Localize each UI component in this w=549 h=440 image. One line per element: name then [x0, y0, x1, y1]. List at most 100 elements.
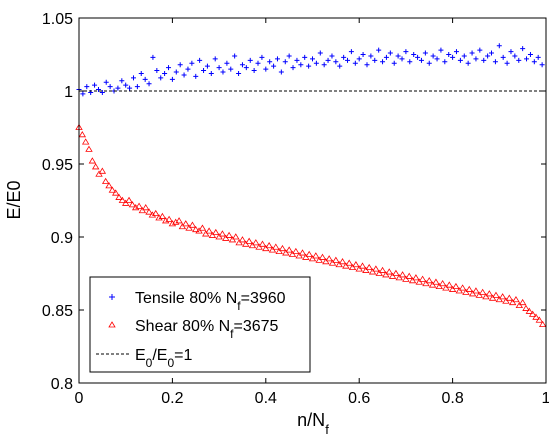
tensile-point [383, 54, 389, 60]
tensile-point [395, 53, 401, 59]
shear-point [208, 231, 217, 238]
tensile-point [166, 65, 172, 71]
tensile-point [142, 76, 148, 82]
shear-point [182, 220, 190, 227]
shear-point [368, 268, 377, 275]
y-tick-label: 1.05 [42, 11, 73, 28]
shear-point [322, 258, 330, 265]
tensile-point [321, 62, 327, 68]
shear-point [328, 259, 337, 266]
tensile-point [313, 60, 319, 66]
tensile-point [364, 62, 370, 68]
tensile-point [201, 68, 207, 74]
tensile-point [310, 56, 315, 62]
tensile-point [103, 79, 109, 85]
legend-subscript: 0 [146, 356, 153, 370]
y-axis-label: E/E0 [4, 180, 24, 219]
x-tick-label: 1 [542, 390, 549, 407]
tensile-point [360, 52, 366, 57]
shear-point [315, 256, 323, 263]
tensile-point [368, 53, 374, 59]
shear-point [162, 217, 170, 224]
shear-point [175, 217, 183, 224]
tensile-point [512, 53, 518, 59]
tensile-point [138, 70, 144, 76]
shear-point [302, 253, 310, 260]
shear-point [375, 269, 383, 276]
series-1 [75, 123, 547, 327]
shear-point [238, 236, 247, 243]
tensile-point [228, 66, 234, 72]
shear-point [218, 230, 227, 237]
tensile-point [333, 59, 339, 65]
tensile-point [193, 73, 199, 79]
shear-point [282, 249, 290, 256]
shear-point [105, 182, 113, 189]
shear-point [498, 293, 507, 300]
tensile-point [453, 49, 459, 55]
axes-box [78, 17, 547, 384]
shear-point [428, 281, 437, 288]
shear-point [492, 291, 500, 298]
shear-point [318, 253, 327, 260]
shear-point [265, 241, 273, 249]
shear-point [198, 224, 207, 231]
shear-point [358, 262, 367, 269]
shear-point [482, 293, 490, 300]
shear-point [345, 259, 353, 266]
shear-point [242, 240, 250, 247]
tensile-point [119, 78, 125, 84]
tensile-point [239, 62, 245, 68]
tensile-point [80, 91, 86, 97]
tensile-point [387, 50, 393, 56]
tensile-point [527, 52, 533, 57]
shear-point [165, 215, 173, 222]
tensile-point [372, 57, 378, 63]
tensile-point [457, 57, 463, 63]
tensile-point [496, 43, 502, 49]
tensile-point [399, 56, 405, 62]
shear-point [225, 231, 233, 238]
shear-point [388, 272, 397, 279]
tensile-point [341, 54, 347, 60]
shear-point [462, 288, 470, 295]
shear-point [472, 287, 480, 294]
tensile-point [450, 54, 456, 60]
tensile-point [259, 54, 265, 60]
y-tick-label: 1 [64, 84, 73, 101]
tensile-point [403, 49, 409, 55]
shear-point [215, 233, 223, 240]
shear-point [312, 252, 320, 259]
shear-point [372, 265, 380, 272]
tensile-point [376, 47, 382, 53]
shear-point [408, 277, 417, 284]
shear-point [528, 310, 537, 317]
tensile-point [485, 53, 491, 59]
tensile-point [220, 69, 226, 75]
shear-point [252, 239, 260, 246]
shear-point [488, 294, 497, 301]
shear-point [185, 224, 193, 231]
shear-point [308, 255, 317, 262]
shear-point [278, 244, 287, 252]
tensile-point [539, 62, 545, 68]
shear-point [248, 241, 257, 249]
shear-point [442, 284, 450, 291]
shear-point [128, 201, 137, 208]
tensile-point [208, 70, 214, 76]
shear-point [115, 193, 123, 200]
tensile-point [516, 57, 522, 63]
shear-point [352, 260, 360, 268]
legend-text: =3960 [241, 290, 286, 307]
tensile-point [158, 75, 164, 81]
tensile-point [84, 84, 90, 90]
legend-box [89, 276, 311, 373]
tensile-point [465, 60, 471, 66]
tensile-point [263, 66, 269, 72]
shear-point [88, 157, 97, 164]
x-tick-label: 0.4 [255, 390, 277, 407]
shear-point [131, 204, 140, 211]
tensile-point [236, 70, 242, 76]
